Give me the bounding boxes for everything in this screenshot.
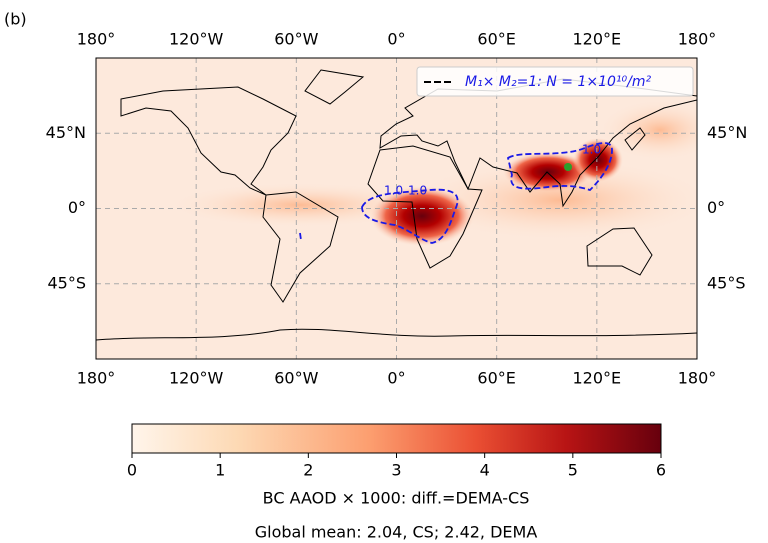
colorbar-label: BC AAOD × 1000: diff.=DEMA-CS xyxy=(263,489,530,508)
coastlines xyxy=(96,69,697,341)
lon-tick-label: 120°W xyxy=(169,30,224,49)
heat xyxy=(573,138,623,182)
lon-tick-label: 180° xyxy=(77,30,116,49)
caption: Global mean: 2.04, CS; 2.42, DEMA xyxy=(255,523,538,542)
lon-tick-label: 120°W xyxy=(169,369,224,388)
lat-tick-label: 45°N xyxy=(46,123,86,142)
legend xyxy=(416,66,694,97)
lat-tick-label: 45°S xyxy=(47,273,86,292)
colorbar-tick-label: 1 xyxy=(215,461,225,480)
lat-tick-label: 0° xyxy=(707,198,725,217)
panel-label: (b) xyxy=(4,10,27,29)
lon-tick-label: 60°E xyxy=(477,30,515,49)
grid xyxy=(96,58,697,359)
lon-tick-label: 120°E xyxy=(573,369,622,388)
axis-ticks: 180°180°120°W120°W60°W60°W0°0°60°E60°E12… xyxy=(46,30,748,480)
colorbar-tick-label: 0 xyxy=(127,461,137,480)
lon-tick-label: 180° xyxy=(77,369,116,388)
lon-tick-label: 60°E xyxy=(477,369,515,388)
lon-tick-label: 60°W xyxy=(274,30,318,49)
contour-label: 1.0 xyxy=(582,143,601,157)
heat xyxy=(600,100,697,160)
lon-tick-label: 0° xyxy=(387,369,405,388)
colorbar-tick-label: 2 xyxy=(303,461,313,480)
map-frame xyxy=(95,57,698,360)
lon-tick-label: 120°E xyxy=(573,30,622,49)
lat-tick-label: 0° xyxy=(68,198,86,217)
lon-tick-label: 60°W xyxy=(274,369,318,388)
lat-tick-label: 45°N xyxy=(707,123,747,142)
lon-tick-label: 180° xyxy=(678,30,717,49)
map: 1.0 1.0 1.0 xyxy=(96,58,697,359)
legend-text: M₁× M₂=1: N = 1×10¹⁰/m² xyxy=(465,74,652,90)
colorbar-tick-label: 4 xyxy=(480,461,490,480)
lon-tick-label: 0° xyxy=(387,30,405,49)
colorbar-tick-label: 3 xyxy=(391,461,401,480)
lon-tick-label: 180° xyxy=(678,369,717,388)
lat-tick-label: 45°S xyxy=(707,273,746,292)
colorbar-tick-label: 5 xyxy=(568,461,578,480)
contour xyxy=(506,142,613,192)
heat xyxy=(503,152,593,192)
contour xyxy=(299,232,302,241)
contour xyxy=(361,188,459,244)
contour-label: 1.0 xyxy=(384,184,403,198)
colorbar xyxy=(131,423,662,454)
colorbar-tick-label: 6 xyxy=(656,461,666,480)
marker xyxy=(564,163,572,171)
contour-label: 1.0 xyxy=(408,184,427,198)
heat xyxy=(410,160,697,240)
